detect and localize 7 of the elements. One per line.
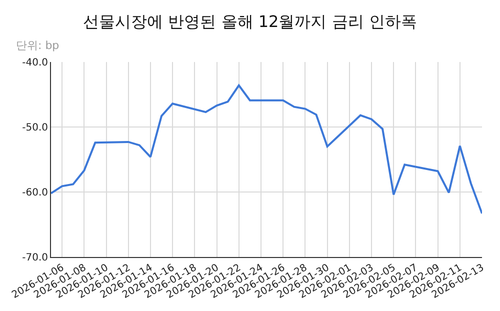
line-series [51,84,482,214]
y-tick-label: -50.0 [22,122,48,134]
y-tick-label: -60.0 [22,188,48,198]
y-tick-label: -70.0 [22,252,48,264]
chart-title: 선물시장에 반영된 올해 12월까지 금리 인하폭 [83,12,417,31]
y-tick-label: -40.0 [22,58,48,68]
chart-subtitle: 단위: bp [16,39,60,52]
